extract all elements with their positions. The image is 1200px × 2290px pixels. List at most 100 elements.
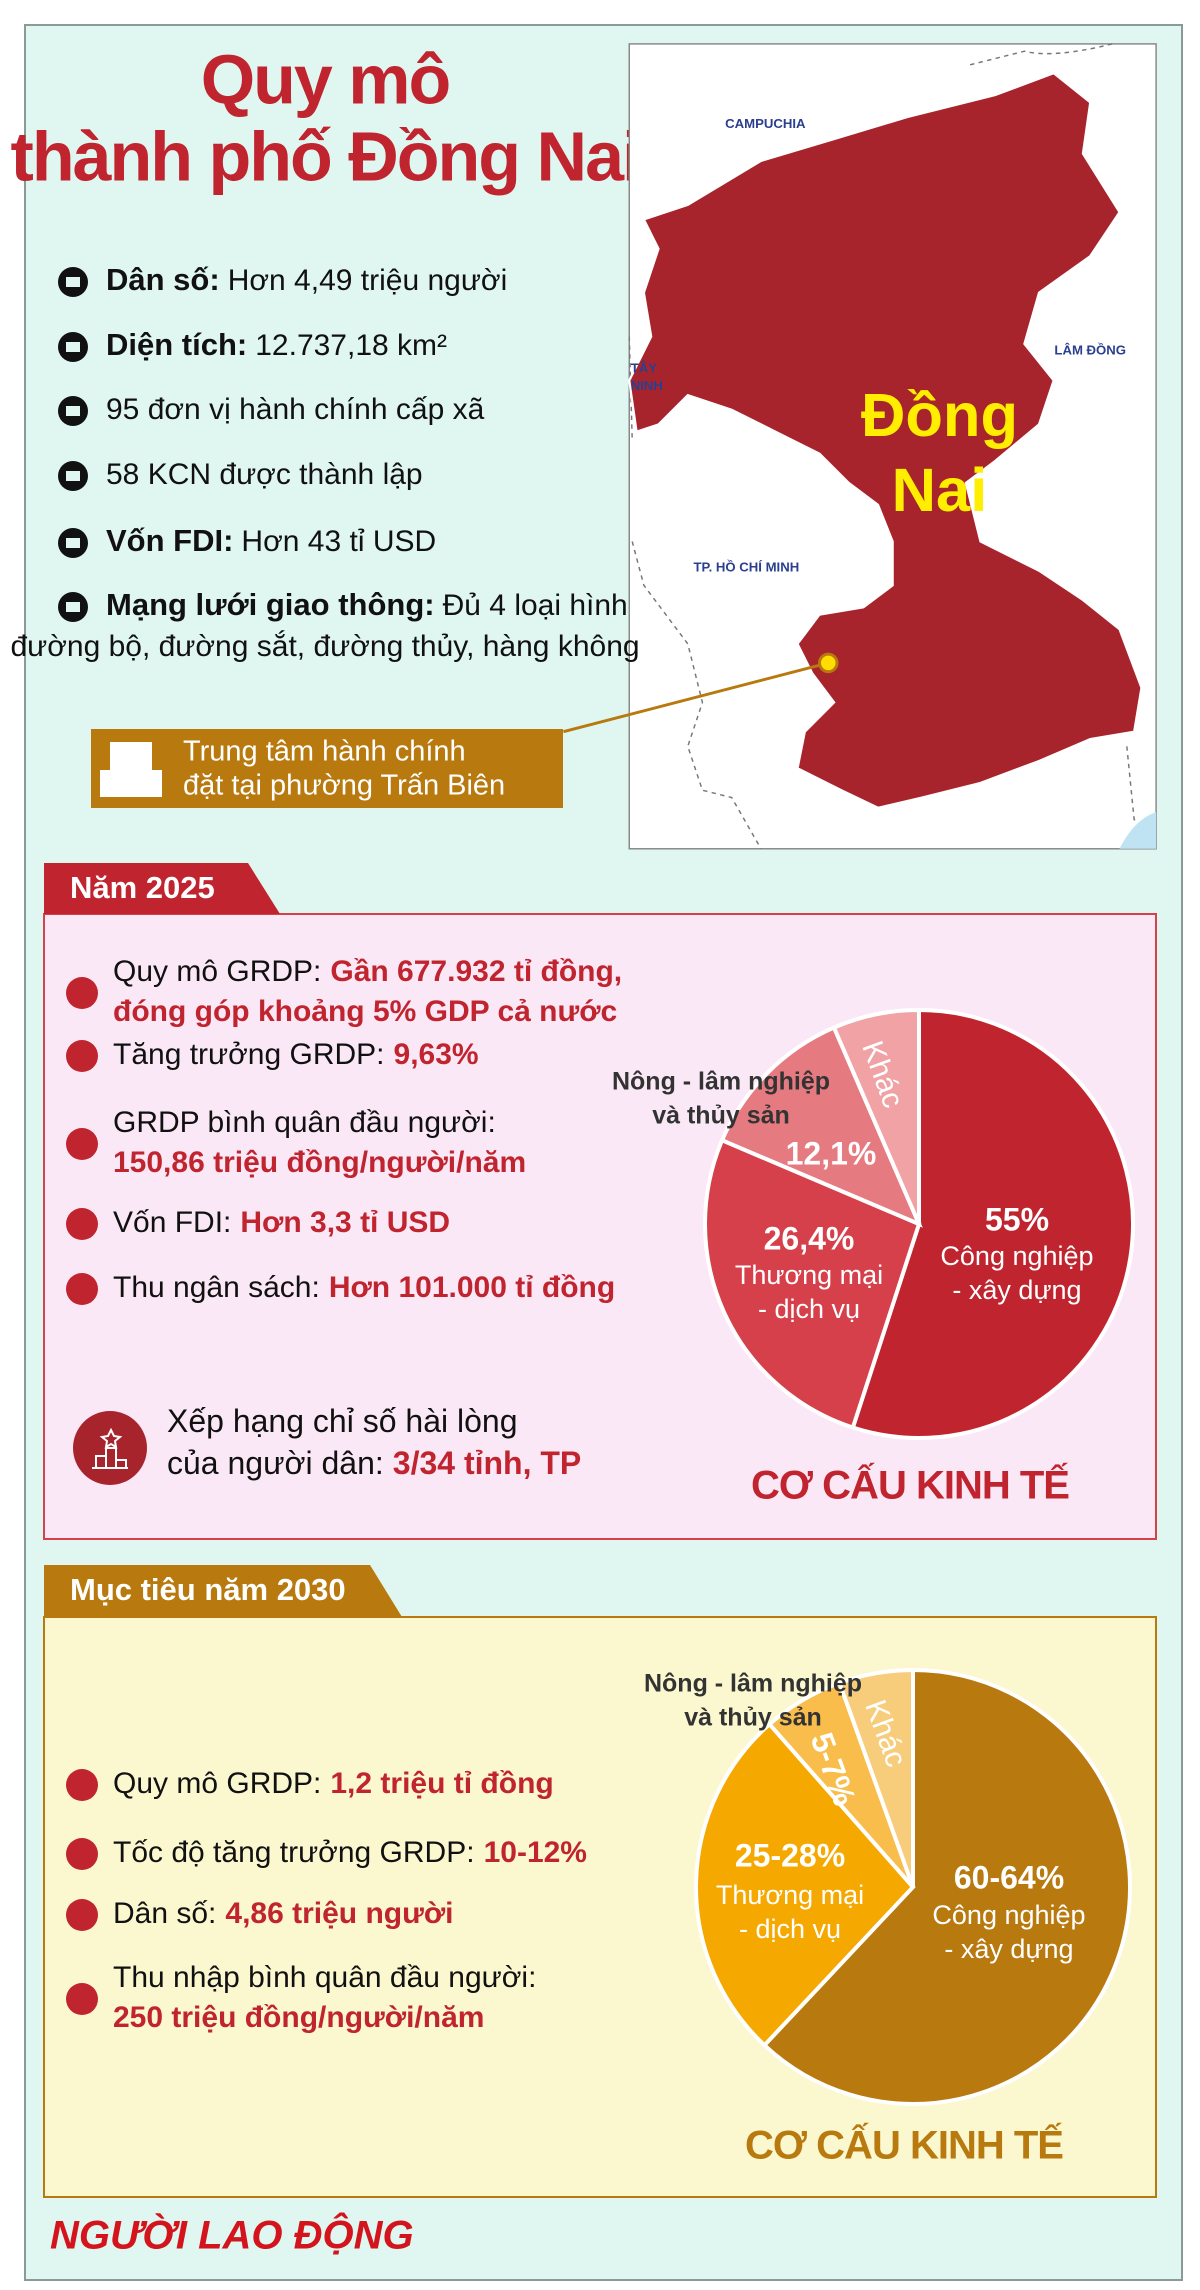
fact-text: 12.737,18 km² bbox=[255, 329, 447, 362]
ranking-glyph bbox=[92, 1427, 128, 1469]
item-value: 9,63% bbox=[394, 1038, 479, 1071]
fact-label: Diện tích: bbox=[106, 327, 247, 362]
tab-label: Mục tiêu năm 2030 bbox=[70, 1572, 346, 1607]
map-label: CAMPUCHIA bbox=[725, 116, 806, 131]
fact-line: 58 KCN được thành lập bbox=[106, 458, 423, 491]
item-label: Thu nhập bình quân đầu người: bbox=[113, 1961, 536, 1994]
bullet bbox=[66, 1040, 98, 1072]
map-name: Nai bbox=[892, 456, 988, 525]
item-line: của người dân: 3/34 tỉnh, TP bbox=[167, 1445, 581, 1481]
fact-text: Hơn 4,49 triệu người bbox=[228, 264, 508, 297]
tab-2030 bbox=[44, 1565, 402, 1617]
fact-icon-mark bbox=[66, 342, 80, 352]
callout-text: đặt tại phường Trấn Biên bbox=[183, 770, 505, 802]
item-line: Quy mô GRDP: 1,2 triệu tỉ đồng bbox=[113, 1767, 554, 1800]
fact-icon-mark bbox=[66, 538, 80, 548]
callout-text: Trung tâm hành chính bbox=[183, 736, 466, 768]
item-label: Quy mô GRDP: bbox=[113, 955, 321, 988]
slice-label: - dịch vụ bbox=[739, 1914, 841, 1944]
item-value: Hơn 101.000 tỉ đồng bbox=[329, 1271, 615, 1304]
pie-slice bbox=[761, 1667, 1132, 2106]
item-line: Dân số: 4,86 triệu người bbox=[113, 1897, 454, 1930]
map-label: TÂY bbox=[631, 360, 658, 375]
item-label: của người dân: bbox=[167, 1445, 384, 1481]
item-label: Tăng trưởng GRDP: bbox=[113, 1038, 385, 1071]
dong-nai-shape bbox=[628, 71, 1143, 809]
chart-title: CƠ CẤU KINH TẾ bbox=[745, 2122, 1063, 2168]
bullet bbox=[66, 977, 98, 1009]
item-value: Hơn 3,3 tỉ USD bbox=[240, 1206, 450, 1239]
fact-text: Hơn 43 tỉ USD bbox=[241, 525, 436, 558]
item-value: 3/34 tỉnh, TP bbox=[393, 1445, 581, 1481]
pie-slice bbox=[850, 1007, 1135, 1440]
fact-text: Đủ 4 loại hình bbox=[443, 589, 628, 622]
fact-text: 58 KCN được thành lập bbox=[106, 458, 423, 491]
item-line: GRDP bình quân đầu người: bbox=[113, 1106, 496, 1139]
slice-label: Nông - lâm nghiệp bbox=[612, 1068, 830, 1096]
fact-icon-mark bbox=[66, 277, 80, 287]
slice-label: Thương mại bbox=[735, 1260, 883, 1290]
building-icon bbox=[100, 742, 162, 797]
border-lines bbox=[628, 43, 1157, 850]
fact-text: 95 đơn vị hành chính cấp xã bbox=[106, 393, 485, 426]
callout-line bbox=[563, 661, 829, 734]
pie-slice bbox=[719, 1024, 923, 1228]
item-value: 10-12% bbox=[484, 1836, 587, 1869]
item-line: 250 triệu đồng/người/năm bbox=[113, 2001, 484, 2034]
tab-label: Năm 2025 bbox=[70, 870, 215, 905]
fact-line: 95 đơn vị hành chính cấp xã bbox=[106, 393, 485, 426]
bullet bbox=[66, 1899, 98, 1931]
slice-label: và thủy sản bbox=[652, 1102, 790, 1130]
fact-line: đường bộ, đường sắt, đường thủy, hàng kh… bbox=[10, 630, 639, 663]
pie-slice bbox=[694, 1721, 916, 2049]
item-value: 1,2 triệu tỉ đồng bbox=[330, 1767, 553, 1800]
fact-label: Mạng lưới giao thông: bbox=[106, 587, 435, 622]
fact-line: Diện tích: 12.737,18 km² bbox=[106, 327, 447, 362]
item-value: đóng góp khoảng 5% GDP cả nước bbox=[113, 995, 617, 1028]
bullet bbox=[66, 1208, 98, 1240]
slice-label: và thủy sản bbox=[684, 1704, 822, 1732]
map-label: LÂM ĐỒNG bbox=[1054, 343, 1126, 358]
bullet bbox=[66, 1838, 98, 1870]
map: CAMPUCHIA TÂY NINH LÂM ĐỒNG TP. HỒ CHÍ M… bbox=[563, 43, 1157, 850]
map-name: Đồng bbox=[861, 381, 1018, 450]
item-label: Quy mô GRDP: bbox=[113, 1767, 321, 1800]
slice-value: 26,4% bbox=[764, 1220, 855, 1256]
slice-label: Thương mại bbox=[716, 1880, 864, 1910]
slice-label: Công nghiệp bbox=[932, 1900, 1085, 1930]
item-line: Vốn FDI: Hơn 3,3 tỉ USD bbox=[113, 1206, 450, 1239]
item-label: GRDP bình quân đầu người: bbox=[113, 1106, 496, 1139]
fact-line: Mạng lưới giao thông: Đủ 4 loại hình bbox=[106, 587, 628, 622]
item-value: 250 triệu đồng/người/năm bbox=[113, 2001, 484, 2034]
bullet bbox=[66, 1128, 98, 1160]
fact-icon-mark bbox=[66, 406, 80, 416]
item-line: 150,86 triệu đồng/người/năm bbox=[113, 1146, 526, 1179]
slice-label: - xây dựng bbox=[944, 1934, 1073, 1964]
pie-slice bbox=[836, 1667, 915, 1888]
admin-center-point bbox=[818, 652, 839, 674]
title-line: Quy mô bbox=[201, 40, 450, 118]
chart-title: CƠ CẤU KINH TẾ bbox=[751, 1462, 1069, 1508]
fact-icon-mark bbox=[66, 471, 80, 481]
footer-logo: NGƯỜI LAO ĐỘNG bbox=[50, 2212, 414, 2258]
slice-value: 12,1% bbox=[786, 1135, 877, 1171]
slice-label: Nông - lâm nghiệp bbox=[644, 1670, 862, 1698]
bullet bbox=[66, 1273, 98, 1305]
slice-value: 60-64% bbox=[954, 1859, 1064, 1895]
slice-value: 55% bbox=[985, 1201, 1049, 1237]
item-label: Vốn FDI: bbox=[113, 1206, 231, 1239]
item-line: đóng góp khoảng 5% GDP cả nước bbox=[113, 995, 617, 1028]
item-value: Gần 677.932 tỉ đồng, bbox=[330, 955, 622, 988]
pie-slice bbox=[703, 1137, 922, 1431]
tab-2025 bbox=[44, 863, 280, 914]
callout-box bbox=[91, 729, 563, 808]
item-line: Tăng trưởng GRDP: 9,63% bbox=[113, 1038, 479, 1071]
fact-label: Dân số: bbox=[106, 262, 220, 297]
item-line: Thu nhập bình quân đầu người: bbox=[113, 1961, 536, 1994]
bullet bbox=[66, 1769, 98, 1801]
item-label: Xếp hạng chỉ số hài lòng bbox=[167, 1403, 517, 1439]
item-label: Tốc độ tăng trưởng GRDP: bbox=[113, 1836, 475, 1869]
sea bbox=[1119, 812, 1157, 849]
fact-line: Vốn FDI: Hơn 43 tỉ USD bbox=[106, 523, 436, 558]
